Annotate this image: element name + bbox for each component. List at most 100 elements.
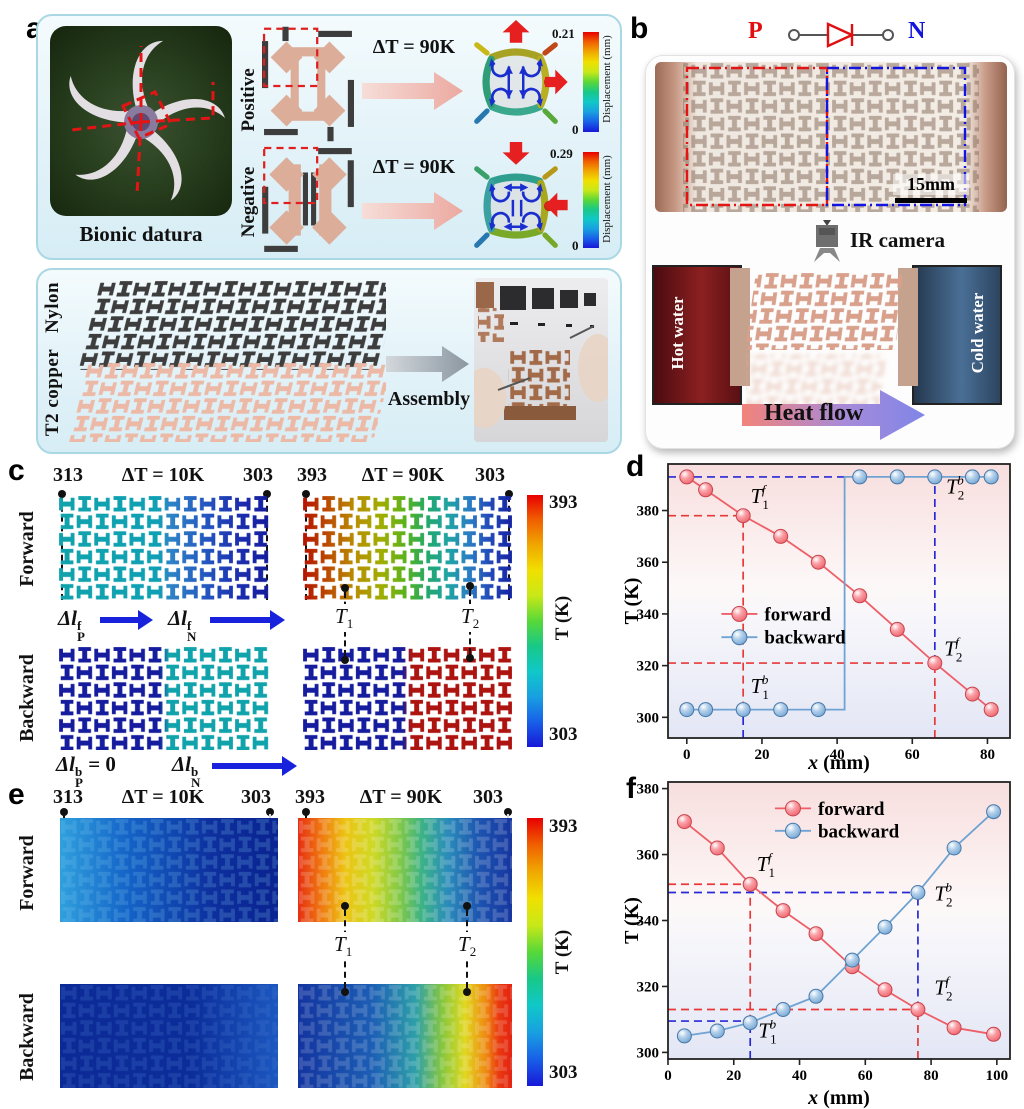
deformed-positive-schematic	[474, 20, 568, 124]
e-t1-label: T1	[330, 932, 357, 961]
svg-text:x (mm): x (mm)	[807, 752, 870, 774]
c-arrow-pf	[100, 610, 153, 630]
svg-text:forward: forward	[818, 799, 885, 820]
e-forward-10k-ir	[60, 818, 278, 922]
c-h90-left: 393	[297, 464, 327, 486]
panel-letter-e: e	[8, 778, 25, 811]
assembly-photo	[474, 278, 608, 442]
svg-text:T2f: T2f	[944, 634, 962, 664]
c-h10-right: 303	[243, 464, 273, 486]
svg-text:380: 380	[637, 504, 660, 520]
svg-text:T1f: T1f	[751, 482, 769, 512]
svg-text:forward: forward	[764, 604, 831, 625]
svg-text:T1f: T1f	[757, 850, 775, 880]
c-cbar-title: T (K)	[552, 595, 573, 641]
c-backward-90k-field	[302, 646, 512, 750]
svg-text:340: 340	[637, 914, 660, 930]
expansion-arrow-right	[544, 69, 568, 95]
c-backward-10k-field	[58, 646, 270, 750]
e-t2-label: T2	[454, 932, 481, 961]
svg-text:340: 340	[637, 607, 660, 623]
panel-letter-f: f	[626, 772, 636, 805]
e-cbar-title: T (K)	[552, 929, 573, 975]
displacement-colorbar-negative	[583, 152, 599, 248]
svg-text:T2b: T2b	[934, 880, 952, 910]
negative-cell-schematic	[262, 146, 354, 252]
ir-camera-icon	[814, 220, 840, 262]
cbar-neg-title: Displacement (mm)	[601, 155, 613, 243]
specimen-photo: 15mm	[655, 62, 1007, 212]
dt-label-negative: ΔT = 90K	[372, 156, 456, 178]
c-cbar-min: 303	[549, 724, 578, 745]
svg-text:T2b: T2b	[946, 473, 964, 503]
cbar-pos-title: Displacement (mm)	[601, 35, 613, 123]
dt-label-positive: ΔT = 90K	[372, 36, 456, 58]
svg-text:60: 60	[905, 747, 920, 763]
bridge-lattice-art	[746, 272, 902, 418]
e-h90-title: ΔT = 90K	[359, 786, 443, 808]
svg-text:40: 40	[830, 747, 845, 763]
c-forward-label: Forward	[16, 511, 38, 587]
transform-arrow-positive	[362, 72, 463, 110]
assembly-label: Assembly	[387, 388, 471, 410]
positive-cell-schematic	[262, 26, 354, 142]
p-region-outline	[685, 66, 829, 207]
chart-f: 0 20 40 60 80 100 300 320 340 360 380 x (…	[624, 781, 1011, 1109]
chart-d: 0 20 40 60 80 300 320 340 360 380 x (mm) T…	[624, 463, 1011, 774]
svg-text:380: 380	[637, 782, 660, 798]
c-h10-title: ΔT = 10K	[121, 464, 205, 486]
svg-text:360: 360	[637, 555, 660, 571]
contraction-arrow-left	[544, 192, 568, 218]
svg-text:100: 100	[986, 1068, 1009, 1084]
svg-text:300: 300	[637, 1045, 660, 1061]
svg-text:T2f: T2f	[934, 974, 952, 1004]
c-dl-pf: Δl f P	[58, 606, 85, 644]
cold-water-tank	[912, 265, 1002, 405]
cbar-neg-max: 0.29	[550, 146, 573, 161]
contraction-arrow-down	[502, 142, 530, 165]
svg-text:backward: backward	[818, 821, 900, 842]
e-backward-90k-ir	[298, 984, 512, 1088]
label-negative: Negative	[238, 166, 259, 238]
svg-text:0: 0	[664, 1068, 672, 1084]
heat-flow-label: Heat flow	[764, 400, 864, 426]
assembly-arrow	[386, 346, 469, 382]
e-h90-left: 393	[295, 786, 325, 808]
e-backward-10k-ir	[60, 984, 278, 1088]
scalebar-label: 15mm	[893, 174, 969, 195]
copper-lattice-art	[68, 362, 386, 442]
e-h10-left: 313	[53, 786, 83, 808]
clamp-right	[898, 268, 918, 386]
cbar-neg-min: 0	[572, 238, 579, 253]
n-type-label: N	[908, 18, 926, 44]
expansion-arrow-up	[502, 20, 530, 43]
c-colorbar	[527, 495, 543, 747]
svg-text:80: 80	[924, 1068, 939, 1084]
panel-letter-c: c	[8, 454, 25, 487]
svg-text:20: 20	[754, 747, 769, 763]
datura-caption: Bionic datura	[79, 222, 203, 246]
e-forward-label: Forward	[16, 835, 38, 911]
c-forward-90k-field	[302, 495, 512, 601]
c-backward-label: Backward	[16, 654, 38, 742]
c-h10-left: 313	[53, 464, 83, 486]
svg-text:0: 0	[683, 747, 691, 763]
datura-flower-art	[69, 40, 225, 201]
e-h10-right: 303	[241, 786, 271, 808]
hot-water-label: Hot water	[668, 296, 687, 370]
c-dl-pb: Δl b P = 0	[56, 752, 116, 790]
svg-text:80: 80	[980, 747, 995, 763]
svg-text:T1b: T1b	[758, 1017, 776, 1047]
c-arrow-nf	[210, 610, 285, 630]
svg-text:60: 60	[858, 1068, 873, 1084]
cold-water-label: Cold water	[968, 292, 987, 374]
c-dl-nb: Δl b N	[172, 752, 201, 790]
datura-photo	[50, 26, 232, 216]
deformed-negative-schematic	[474, 142, 568, 248]
diode-symbol-icon	[788, 22, 894, 48]
c-h90-right: 303	[475, 464, 505, 486]
scalebar	[895, 198, 967, 203]
displacement-colorbar-positive	[583, 32, 599, 132]
c-t1-label: T1	[332, 604, 357, 633]
